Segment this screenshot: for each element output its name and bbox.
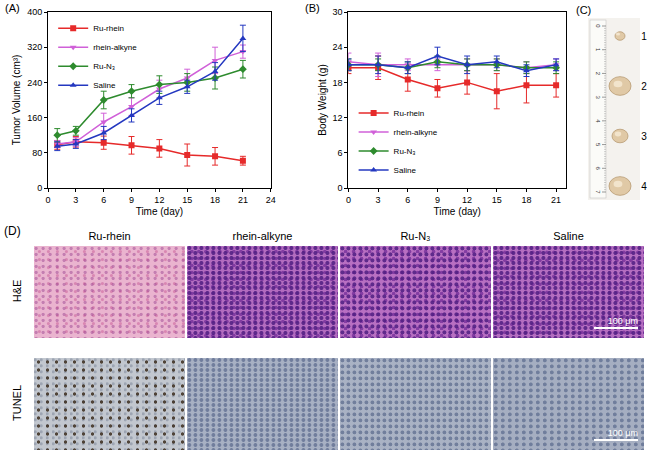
svg-text:3: 3 — [641, 131, 647, 142]
svg-text:2: 2 — [641, 81, 647, 92]
svg-text:160: 160 — [27, 113, 42, 123]
svg-text:Ru-rhein: Ru-rhein — [93, 24, 124, 33]
svg-text:21: 21 — [551, 195, 561, 205]
svg-text:24: 24 — [333, 42, 343, 52]
html-text:100 μm: 100 μm — [607, 316, 638, 326]
svg-text:Saline: Saline — [93, 81, 116, 90]
svg-text:6: 6 — [405, 195, 410, 205]
svg-text:3: 3 — [595, 95, 601, 99]
svg-text:(B): (B) — [305, 2, 320, 14]
svg-text:(A): (A) — [5, 2, 20, 14]
html-text:H&E: H&E — [11, 279, 23, 303]
svg-text:30: 30 — [333, 7, 343, 17]
svg-text:80: 80 — [32, 148, 42, 158]
svg-text:Saline: Saline — [394, 166, 417, 175]
svg-text:Ru-rhein: Ru-rhein — [394, 109, 425, 118]
svg-text:12: 12 — [154, 195, 164, 205]
svg-text:7: 7 — [595, 190, 601, 194]
svg-text:0: 0 — [338, 183, 343, 193]
html-text:Ru-N₃: Ru-N₃ — [400, 230, 431, 242]
svg-text:3: 3 — [73, 195, 78, 205]
svg-text:24: 24 — [266, 195, 276, 205]
svg-text:0: 0 — [37, 183, 42, 193]
svg-text:9: 9 — [435, 195, 440, 205]
svg-text:400: 400 — [27, 7, 42, 17]
svg-text:12: 12 — [333, 113, 343, 123]
svg-text:1: 1 — [595, 48, 601, 52]
svg-text:240: 240 — [27, 78, 42, 88]
svg-text:0: 0 — [346, 195, 351, 205]
svg-text:Tumor Volume (cm³): Tumor Volume (cm³) — [11, 55, 22, 146]
svg-text:4: 4 — [595, 119, 601, 123]
html-text:100 μm: 100 μm — [607, 428, 638, 438]
svg-text:0: 0 — [595, 24, 601, 28]
svg-text:3: 3 — [376, 195, 381, 205]
svg-text:6: 6 — [595, 167, 601, 171]
svg-text:21: 21 — [238, 195, 248, 205]
svg-text:Time (day): Time (day) — [434, 206, 481, 217]
svg-text:0: 0 — [45, 195, 50, 205]
svg-text:15: 15 — [182, 195, 192, 205]
svg-text:18: 18 — [521, 195, 531, 205]
svg-text:5: 5 — [595, 143, 601, 147]
svg-text:2: 2 — [595, 72, 601, 76]
svg-text:18: 18 — [210, 195, 220, 205]
svg-text:Ru-N₃: Ru-N₃ — [394, 147, 416, 156]
html-text:(D): (D) — [4, 224, 21, 238]
html-text:rhein-alkyne: rhein-alkyne — [232, 230, 293, 242]
svg-text:Ru-N₃: Ru-N₃ — [93, 62, 115, 71]
svg-text:Time (day): Time (day) — [136, 206, 183, 217]
html-text:TUNEL: TUNEL — [11, 385, 23, 421]
svg-text:15: 15 — [492, 195, 502, 205]
svg-text:rhein-alkyne: rhein-alkyne — [93, 43, 137, 52]
svg-text:(C): (C) — [576, 4, 591, 16]
html-text:Ru-rhein: Ru-rhein — [88, 230, 131, 242]
svg-text:4: 4 — [641, 181, 647, 192]
svg-text:Body Weight (g): Body Weight (g) — [317, 64, 328, 136]
svg-text:12: 12 — [462, 195, 472, 205]
svg-text:6: 6 — [338, 148, 343, 158]
svg-text:1: 1 — [641, 31, 647, 42]
svg-text:9: 9 — [129, 195, 134, 205]
svg-text:18: 18 — [333, 78, 343, 88]
svg-text:320: 320 — [27, 42, 42, 52]
html-text:Saline: Saline — [553, 230, 584, 242]
svg-text:6: 6 — [101, 195, 106, 205]
svg-text:rhein-alkyne: rhein-alkyne — [394, 128, 438, 137]
